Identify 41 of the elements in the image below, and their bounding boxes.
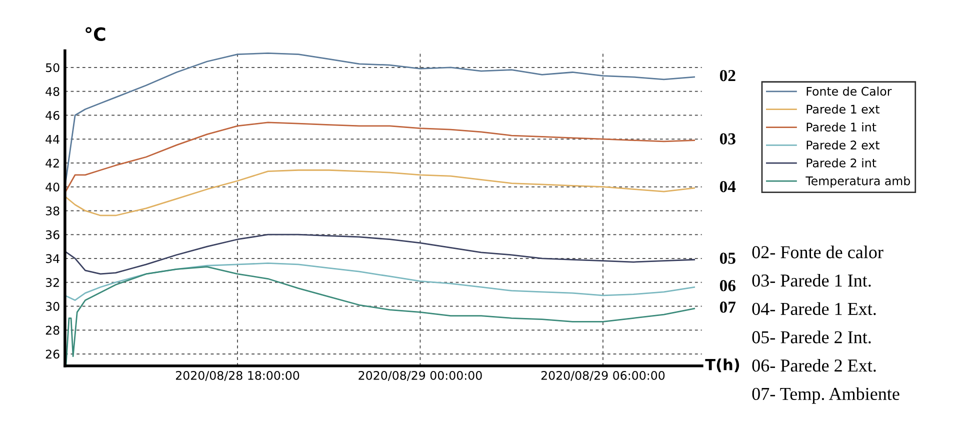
legend-label: Parede 2 ext (806, 140, 880, 150)
line-series (64, 262, 696, 301)
y-tick-label: 36 (46, 230, 60, 240)
y-tick-label: 26 (46, 350, 60, 359)
x-tick-label: 2020/08/29 06:00:00 (541, 370, 665, 381)
y-tick-label: 42 (46, 158, 59, 168)
y-tick-label: 44 (46, 134, 60, 144)
line-series (64, 122, 696, 194)
text: 02- Fonte de calor (752, 246, 884, 258)
x-axis-title: T(h) (705, 358, 740, 372)
legend-label: Parede 2 int (806, 158, 876, 168)
y-tick-label: 30 (46, 302, 60, 311)
text: 07- Temp. Ambiente (752, 387, 900, 404)
legend-label: Fonte de Calor (806, 86, 892, 96)
legend-label: Parede 1 int (806, 122, 876, 132)
annotation: 02 (720, 70, 736, 82)
annotation: 04 (720, 180, 736, 192)
annotation: 06 (720, 280, 736, 292)
annotation: 03 (720, 133, 736, 144)
y-tick-label: 32 (46, 278, 59, 287)
text: 06- Parede 2 Ext. (752, 358, 876, 372)
line-series (64, 169, 696, 216)
text: 05- Parede 2 Int. (752, 330, 871, 344)
annotation: 07 (720, 302, 736, 313)
annotation: 05 (720, 252, 736, 264)
y-tick-label: 50 (46, 63, 60, 72)
legend-label: Parede 1 ext (806, 104, 880, 114)
line-series (64, 234, 696, 275)
y-axis-title: °C (86, 27, 106, 41)
text: 03- Parede 1 Int. (752, 274, 871, 287)
y-tick-label: 46 (46, 110, 60, 120)
x-tick-label: 2020/08/29 00:00:00 (358, 370, 482, 381)
text: 04- Parede 1 Ext. (752, 302, 876, 316)
legend-label: Temperatura amb (806, 176, 910, 188)
y-tick-label: 28 (46, 326, 60, 335)
y-tick-label: 40 (46, 182, 60, 192)
line-series (64, 266, 696, 366)
y-tick-label: 38 (46, 206, 60, 216)
y-tick-label: 34 (46, 254, 60, 264)
x-tick-label: 2020/08/28 18:00:00 (176, 370, 300, 381)
y-tick-label: 48 (46, 87, 60, 96)
